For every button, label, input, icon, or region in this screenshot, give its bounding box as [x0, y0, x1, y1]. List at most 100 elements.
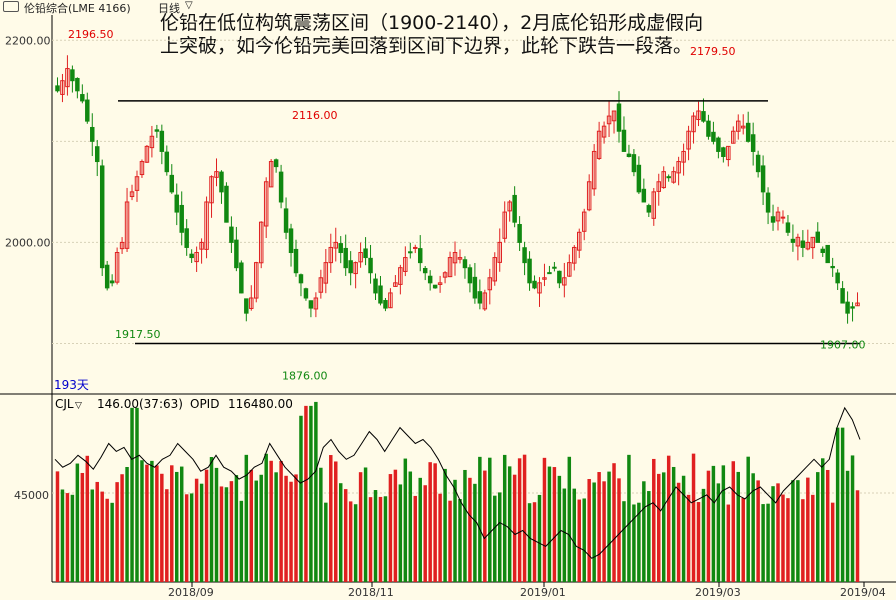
candle — [139, 159, 145, 178]
candle — [308, 300, 314, 318]
volume-bar — [229, 481, 234, 582]
candle-body — [765, 192, 771, 213]
volume-bar — [607, 471, 611, 582]
volume-header: CJL ▽ 146.00(37:63) OPID 116480.00 — [55, 397, 293, 411]
candle — [542, 263, 547, 287]
volume-bar — [562, 488, 567, 582]
candle — [427, 270, 433, 291]
candle-body — [94, 146, 100, 163]
price-tick-label: 2000.00 — [5, 236, 51, 249]
volume-bar — [751, 473, 755, 582]
candle-body — [268, 161, 274, 188]
volume-bar — [756, 480, 760, 582]
volume-bar — [691, 453, 696, 582]
candle — [129, 184, 135, 201]
candle — [745, 111, 751, 143]
volume-bar — [334, 461, 338, 582]
candle — [398, 264, 403, 295]
candle-body — [572, 246, 577, 264]
candle — [457, 249, 463, 264]
candle — [790, 224, 796, 252]
candle-body — [308, 300, 314, 309]
candle-body — [353, 262, 358, 275]
volume-bar — [453, 479, 457, 582]
volume-bar — [140, 460, 144, 582]
candle — [626, 144, 632, 158]
candle-body — [785, 222, 791, 233]
volume-bar — [130, 407, 134, 582]
candle — [726, 145, 731, 167]
volume-bar — [413, 495, 418, 582]
volume-bar — [806, 477, 810, 582]
cjl-chevron-icon[interactable]: ▽ — [75, 401, 82, 411]
volume-bar — [214, 467, 219, 582]
volume-bar — [155, 465, 159, 582]
candle — [254, 261, 259, 303]
candle — [656, 173, 661, 206]
candle — [631, 149, 637, 177]
candle-body — [820, 248, 825, 254]
candle — [497, 228, 502, 272]
volume-bar — [150, 460, 154, 582]
candle — [219, 170, 224, 204]
candle — [244, 298, 249, 322]
price-annotation: 2179.50 — [690, 45, 736, 58]
candle-body — [626, 153, 632, 157]
candle — [467, 264, 473, 293]
candle-body — [60, 80, 65, 95]
candle-body — [99, 165, 105, 269]
candle — [134, 170, 140, 202]
candle — [323, 248, 329, 294]
volume-bar — [209, 457, 214, 582]
candle-body — [437, 282, 443, 285]
volume-bar — [527, 503, 532, 582]
volume-bar — [840, 427, 845, 582]
volume-bar — [835, 427, 840, 582]
volume-bar — [289, 481, 293, 582]
volume-bar — [706, 470, 711, 582]
candle-body — [621, 129, 627, 152]
volume-bar — [726, 504, 731, 582]
volume-bar — [254, 480, 258, 582]
chevron-down-icon[interactable]: ▽ — [185, 0, 193, 11]
candle-body — [542, 277, 547, 280]
candle — [562, 262, 567, 298]
volume-bar — [408, 471, 413, 582]
volume-bar — [428, 462, 432, 582]
candle-body — [313, 297, 319, 310]
volume-bar — [766, 503, 770, 582]
candle-body — [656, 181, 661, 192]
candle — [154, 124, 160, 138]
volume-bar — [816, 472, 820, 582]
volume-bar — [438, 493, 442, 582]
candle-body — [736, 120, 741, 132]
volume-bar — [776, 483, 780, 582]
volume-bar — [90, 489, 95, 582]
candle-body — [239, 262, 244, 294]
candle-body — [323, 262, 329, 284]
x-tick-label: 2018/09 — [168, 586, 214, 599]
candle — [70, 65, 75, 93]
candle — [80, 84, 85, 104]
candle-body — [244, 298, 249, 314]
volume-bar — [507, 466, 512, 582]
candle-body — [537, 282, 542, 294]
window-icon[interactable] — [3, 1, 19, 12]
candle-body — [780, 216, 786, 219]
period-label[interactable]: 日线 — [158, 2, 180, 15]
candle — [691, 112, 696, 144]
candle-body — [586, 181, 592, 211]
x-tick-label: 2019/04 — [840, 586, 886, 599]
candle-body — [119, 241, 125, 250]
candle — [800, 230, 806, 258]
candle-body — [219, 171, 224, 193]
candle-body — [417, 248, 423, 264]
volume-bar — [468, 477, 472, 582]
candle-body — [850, 306, 855, 309]
volume-bar — [825, 469, 830, 582]
candle-body — [507, 201, 512, 212]
candle-body — [169, 174, 175, 193]
volume-bar — [652, 458, 656, 582]
candle-body — [716, 137, 721, 152]
